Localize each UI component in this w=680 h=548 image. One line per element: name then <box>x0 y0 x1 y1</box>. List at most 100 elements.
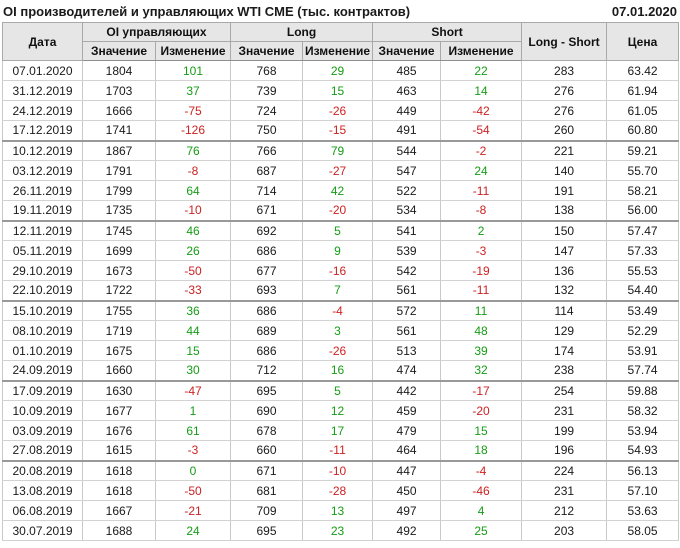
date-cell: 17.09.2019 <box>2 380 83 401</box>
date-cell: 24.09.2019 <box>2 360 83 382</box>
short-change-cell: -8 <box>440 200 523 222</box>
price-cell: 57.74 <box>606 360 680 382</box>
price-cell: 54.93 <box>606 440 680 462</box>
oi-change-cell: 24 <box>154 520 232 541</box>
short-value-cell: 491 <box>372 120 442 142</box>
long-short-cell: 221 <box>521 140 608 161</box>
short-change-cell: 32 <box>440 360 523 382</box>
long-value-cell: 766 <box>230 140 304 161</box>
long-short-cell: 114 <box>521 300 608 321</box>
oi-change-cell: -10 <box>154 200 232 222</box>
long-short-cell: 140 <box>521 160 608 181</box>
long-change-cell: -15 <box>302 120 374 142</box>
table-row: 08.10.2019 1719 44 689 3 561 48 129 52.29 <box>2 320 680 341</box>
price-cell: 55.53 <box>606 260 680 281</box>
oi-change-cell: 30 <box>154 360 232 382</box>
short-change-cell: 11 <box>440 300 523 321</box>
date-cell: 05.11.2019 <box>2 240 83 261</box>
date-cell: 24.12.2019 <box>2 100 83 121</box>
short-value-cell: 464 <box>372 440 442 462</box>
short-value-cell: 561 <box>372 320 442 341</box>
date-cell: 29.10.2019 <box>2 260 83 281</box>
column-header-price: Цена <box>606 22 680 61</box>
column-header-long-value: Значение <box>230 41 304 61</box>
price-cell: 53.94 <box>606 420 680 441</box>
price-cell: 61.05 <box>606 100 680 121</box>
date-cell: 31.12.2019 <box>2 80 83 101</box>
table-row: 03.09.2019 1676 61 678 17 479 15 199 53.94 <box>2 420 680 441</box>
column-header-oi-value: Значение <box>82 41 156 61</box>
column-header-long-short: Long - Short <box>521 22 608 61</box>
short-value-cell: 459 <box>372 400 442 421</box>
table-row: 17.12.2019 1741 -126 750 -15 491 -54 260 60.80 <box>2 120 680 142</box>
date-cell: 03.12.2019 <box>2 160 83 181</box>
oi-change-cell: -50 <box>154 260 232 281</box>
long-value-cell: 724 <box>230 100 304 121</box>
table-row: 24.09.2019 1660 30 712 16 474 32 238 57.74 <box>2 360 680 382</box>
long-change-cell: 9 <box>302 240 374 261</box>
long-short-cell: 132 <box>521 280 608 302</box>
long-change-cell: -11 <box>302 440 374 462</box>
short-value-cell: 542 <box>372 260 442 281</box>
oi-change-cell: -3 <box>154 440 232 462</box>
long-short-cell: 196 <box>521 440 608 462</box>
long-change-cell: 12 <box>302 400 374 421</box>
short-value-cell: 447 <box>372 460 442 481</box>
table-header: Дата OI управляющих Long Short Long - Sh… <box>2 22 680 61</box>
oi-change-cell: 36 <box>154 300 232 321</box>
long-value-cell: 689 <box>230 320 304 341</box>
short-change-cell: 25 <box>440 520 523 541</box>
table-row: 10.12.2019 1867 76 766 79 544 -2 221 59.21 <box>2 140 680 161</box>
long-change-cell: 17 <box>302 420 374 441</box>
long-value-cell: 714 <box>230 180 304 201</box>
oi-value-cell: 1741 <box>82 120 156 142</box>
long-short-cell: 283 <box>521 60 608 81</box>
oi-change-cell: 1 <box>154 400 232 421</box>
price-cell: 63.42 <box>606 60 680 81</box>
long-value-cell: 709 <box>230 500 304 521</box>
oi-value-cell: 1676 <box>82 420 156 441</box>
long-value-cell: 677 <box>230 260 304 281</box>
short-value-cell: 544 <box>372 140 442 161</box>
oi-value-cell: 1675 <box>82 340 156 361</box>
long-change-cell: 3 <box>302 320 374 341</box>
table-row: 01.10.2019 1675 15 686 -26 513 39 174 53.91 <box>2 340 680 361</box>
long-change-cell: -16 <box>302 260 374 281</box>
table-row: 12.11.2019 1745 46 692 5 541 2 150 57.47 <box>2 220 680 241</box>
column-group-oi: OI управляющих <box>81 22 232 42</box>
short-value-cell: 522 <box>372 180 442 201</box>
short-change-cell: -11 <box>440 280 523 302</box>
long-short-cell: 238 <box>521 360 608 382</box>
short-value-cell: 492 <box>372 520 442 541</box>
short-value-cell: 547 <box>372 160 442 181</box>
oi-value-cell: 1799 <box>82 180 156 201</box>
date-cell: 15.10.2019 <box>2 300 83 321</box>
report-date: 07.01.2020 <box>611 4 677 19</box>
price-cell: 53.49 <box>606 300 680 321</box>
long-short-cell: 136 <box>521 260 608 281</box>
column-header-date: Дата <box>2 22 83 61</box>
date-cell: 19.11.2019 <box>2 200 83 222</box>
price-cell: 57.33 <box>606 240 680 261</box>
oi-value-cell: 1699 <box>82 240 156 261</box>
date-cell: 10.12.2019 <box>2 140 83 161</box>
oi-change-cell: -75 <box>154 100 232 121</box>
oi-value-cell: 1630 <box>82 380 156 401</box>
short-value-cell: 450 <box>372 480 442 501</box>
column-group-short: Short <box>372 22 523 42</box>
long-change-cell: 23 <box>302 520 374 541</box>
oi-value-cell: 1667 <box>82 500 156 521</box>
table-row: 31.12.2019 1703 37 739 15 463 14 276 61.94 <box>2 80 680 101</box>
short-value-cell: 497 <box>372 500 442 521</box>
oi-value-cell: 1745 <box>82 220 156 241</box>
long-change-cell: 29 <box>302 60 374 81</box>
price-cell: 58.21 <box>606 180 680 201</box>
price-cell: 59.21 <box>606 140 680 161</box>
short-change-cell: -17 <box>440 380 523 401</box>
long-short-cell: 199 <box>521 420 608 441</box>
long-short-cell: 231 <box>521 400 608 421</box>
long-value-cell: 671 <box>230 460 304 481</box>
long-short-cell: 224 <box>521 460 608 481</box>
long-change-cell: 42 <box>302 180 374 201</box>
long-value-cell: 750 <box>230 120 304 142</box>
